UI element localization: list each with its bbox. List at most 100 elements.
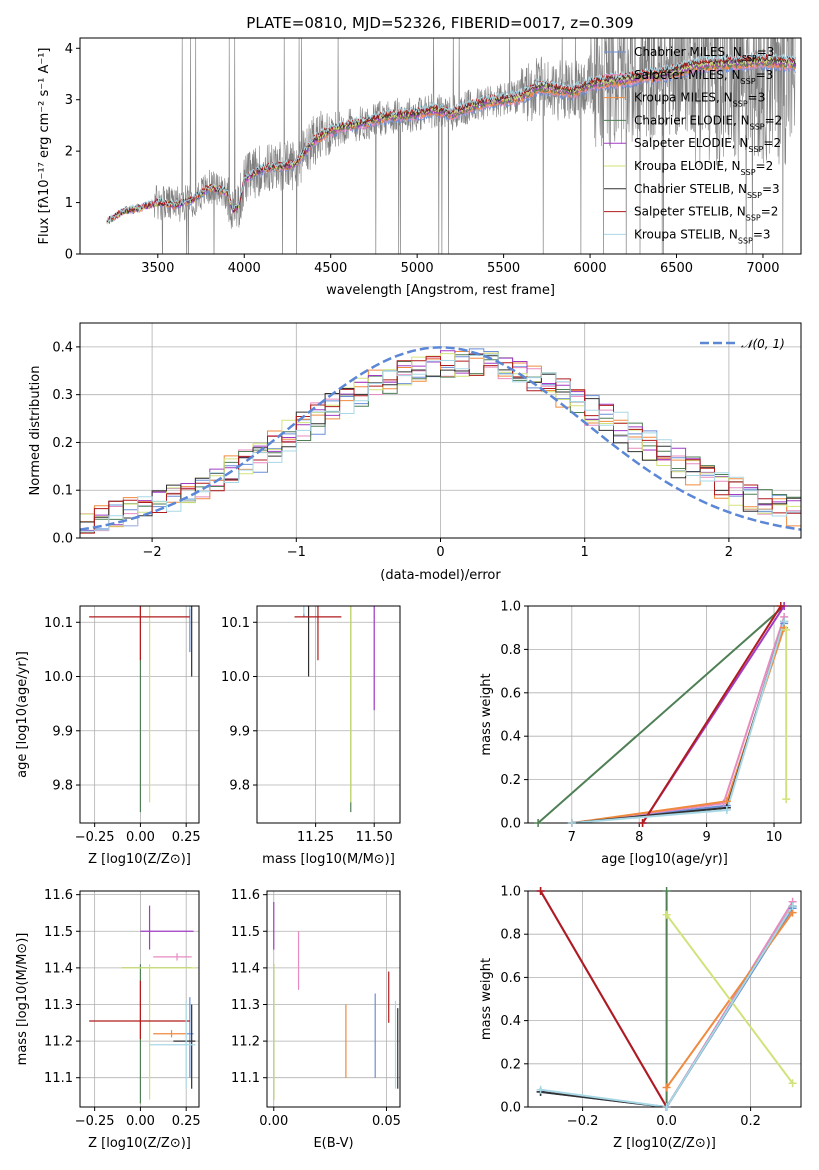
y-tick-label: 11.3 — [231, 998, 260, 1013]
y-tick-label: 10.0 — [221, 670, 250, 685]
legend-entry: Kroupa MILES, NSSP=3 — [634, 91, 765, 109]
panel-spectrum: 3500 4000 4500 5000 5500 6000 6500 7000 0 1 2 3 4 wav… — [37, 37, 802, 298]
panel-residuals: −2 −1 0 1 2 0.0 0.1 0.2 0.3 0.4 (data-model)/error… — [28, 322, 802, 583]
model-spectrum-c2 — [106, 62, 797, 224]
weight-marker-c8 — [536, 887, 545, 895]
y-tick-label: 0.4 — [52, 340, 73, 355]
y-tick-label: 0.0 — [500, 1101, 521, 1116]
weight-line-c8 — [539, 891, 668, 1107]
axes-frame — [79, 890, 200, 1108]
x-axis-label: (data-model)/error — [380, 568, 501, 583]
panel-age_vs_mass: 11.25 11.50 9.8 9.9 10.0 10.1 mass [log10(M/M⊙… — [221, 584, 401, 867]
y-tick-label: 1 — [65, 196, 73, 211]
errorbar-c1 — [186, 997, 194, 1078]
axes-frame — [79, 605, 200, 824]
y-tick-label: 10.1 — [44, 616, 73, 631]
axes-frame — [266, 890, 401, 1108]
axes-frame — [527, 890, 802, 1108]
panel-weight_vs_age: 7 8 9 10 0.0 0.2 0.4 0.6 0.8 1.0 age [log10(age/yr… — [479, 600, 802, 867]
y-tick-label: 0.8 — [500, 643, 521, 658]
legend-entry-tail: =3 — [762, 182, 780, 196]
legend-entry-sub: SSP — [747, 190, 762, 199]
legend-entry-main: Salpeter ELODIE, N — [634, 136, 748, 150]
legend-entry: Kroupa STELIB, NSSP=3 — [634, 227, 771, 245]
x-tick-label: 0.25 — [172, 830, 201, 845]
x-tick-label: 10 — [766, 830, 783, 845]
y-axis-label: Flux [fλ10⁻¹⁷ erg cm⁻² s⁻¹ A⁻¹] — [37, 48, 52, 245]
legend-entry-sub: SSP — [733, 99, 748, 108]
y-tick-label: 0.3 — [52, 388, 73, 403]
errorbar-c2 — [339, 584, 374, 600]
weight-marker-c9 — [567, 819, 576, 827]
legend-entry-sub: SSP — [742, 54, 757, 63]
legend-entry-sub: SSP — [748, 145, 763, 154]
y-tick-label: 11.1 — [44, 1071, 73, 1086]
x-tick-label: 3500 — [141, 261, 174, 276]
y-tick-label: 0 — [65, 248, 73, 263]
errorbar-c5 — [373, 606, 375, 711]
y-tick-label: 10.0 — [44, 670, 73, 685]
legend-entry-tail: =3 — [756, 68, 774, 82]
errorbar-c8 — [294, 606, 342, 661]
weight-line-c4 — [537, 606, 785, 823]
x-tick-label: 0.00 — [259, 1114, 288, 1129]
observed-spectrum — [106, 38, 796, 254]
x-tick-label: 0 — [436, 545, 444, 560]
weight-marker-c3 — [662, 1083, 671, 1092]
legend-entry: Salpeter ELODIE, NSSP=2 — [634, 136, 781, 154]
errorbar-c9 — [303, 606, 305, 615]
x-tick-label: 2 — [725, 545, 733, 560]
x-tick-label: 7 — [568, 830, 576, 845]
residual-histogram-c8 — [80, 356, 801, 536]
spectrum-title: PLATE=0810, MJD=52326, FIBERID=0017, z=0… — [246, 14, 633, 32]
weight-marker-c4 — [534, 819, 543, 827]
x-axis-label: age [log10(age/yr)] — [601, 852, 728, 867]
legend-entry: Salpeter STELIB, NSSP=2 — [634, 205, 778, 223]
legend-entry-main: Salpeter MILES, N — [634, 68, 741, 82]
y-tick-label: 0.4 — [500, 1014, 521, 1029]
y-tick-label: 4 — [65, 42, 73, 57]
y-tick-label: 11.6 — [44, 888, 73, 903]
normal-distribution-curve — [80, 346, 801, 531]
x-tick-label: 8 — [635, 830, 643, 845]
y-tick-label: 11.6 — [231, 888, 260, 903]
y-tick-label: 0.8 — [500, 928, 521, 943]
errorbar-c7 — [307, 606, 310, 677]
x-tick-label: −0.25 — [75, 1114, 115, 1129]
y-tick-label: 9.8 — [52, 779, 73, 794]
plot-area-age_vs_Z — [89, 587, 194, 813]
y-tick-label: 9.9 — [52, 724, 73, 739]
errorbar-c3 — [153, 1030, 187, 1038]
weight-marker-c4 — [662, 887, 671, 895]
y-tick-label: 2 — [65, 145, 73, 160]
y-axis-label: mass [log10(M/M⊙)] — [15, 933, 30, 1066]
x-axis-label: E(B-V) — [313, 1136, 353, 1151]
legend-entry-tail: =3 — [748, 91, 766, 105]
y-tick-label: 11.2 — [44, 1035, 73, 1050]
errorbar-c6 — [122, 964, 196, 1100]
y-axis-label: Normed distribution — [28, 366, 43, 496]
legend-entry-tail: =3 — [753, 227, 771, 241]
errorbar-c3 — [285, 595, 320, 606]
plot-area-age_vs_mass — [285, 584, 375, 813]
x-axis-label: Z [log10(Z/Z⊙)] — [613, 1136, 716, 1151]
x-tick-label: 11.25 — [297, 830, 334, 845]
y-tick-label: 0.0 — [52, 532, 73, 547]
y-tick-label: 9.8 — [229, 779, 250, 794]
legend-entry-sub: SSP — [741, 168, 756, 177]
legend-entry-tail: =3 — [757, 45, 775, 59]
legend-entry-sub: SSP — [738, 236, 753, 245]
legend-entry-main: Salpeter STELIB, N — [634, 205, 746, 219]
plot-area-spectrum — [106, 38, 797, 254]
errorbar-c3 — [164, 595, 193, 606]
weight-marker-c6 — [662, 910, 671, 919]
errorbar-c4 — [350, 606, 352, 813]
plot-area-mass_vs_Z — [89, 905, 196, 1104]
errorbar-c5 — [140, 905, 194, 950]
x-tick-label: −0.2 — [567, 1114, 599, 1129]
y-tick-label: 9.9 — [229, 724, 250, 739]
errorbar-c2 — [183, 587, 194, 598]
panel-mass_vs_Z: −0.25 0.00 0.25 11.1 11.2 11.3 11.4 11.5 11.6 Z [… — [15, 888, 201, 1151]
legend-entry-main: Kroupa ELODIE, N — [634, 159, 741, 173]
y-axis-label: mass weight — [479, 673, 494, 755]
